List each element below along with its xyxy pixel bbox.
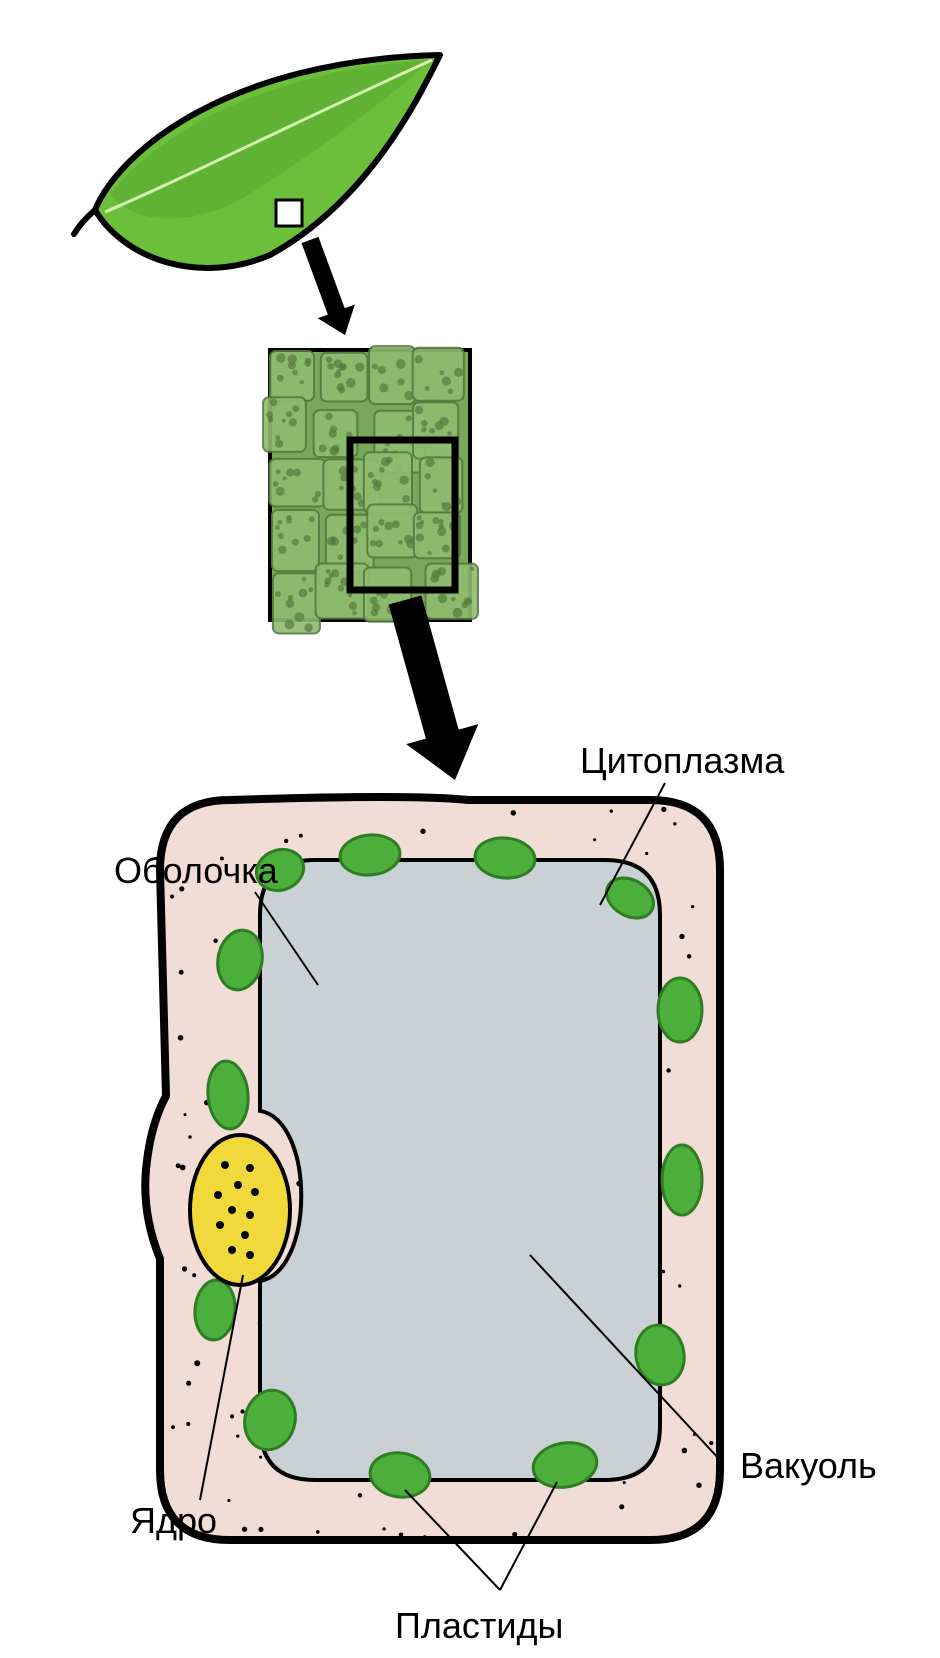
diagram-stage: Цитоплазма Оболочка Вакуоль Ядро Пластид… — [0, 0, 940, 1658]
diagram-svg — [0, 0, 940, 1658]
label-vacuole: Вакуоль — [740, 1445, 877, 1487]
label-cytoplasm: Цитоплазма — [580, 740, 784, 782]
label-cell-wall: Оболочка — [114, 850, 278, 892]
arrow-icon — [291, 233, 363, 342]
tissue-micrograph — [263, 346, 478, 633]
plant-cell — [145, 797, 721, 1541]
label-nucleus: Ядро — [130, 1500, 217, 1542]
leaf-icon — [74, 55, 440, 268]
label-plastids: Пластиды — [395, 1605, 563, 1647]
